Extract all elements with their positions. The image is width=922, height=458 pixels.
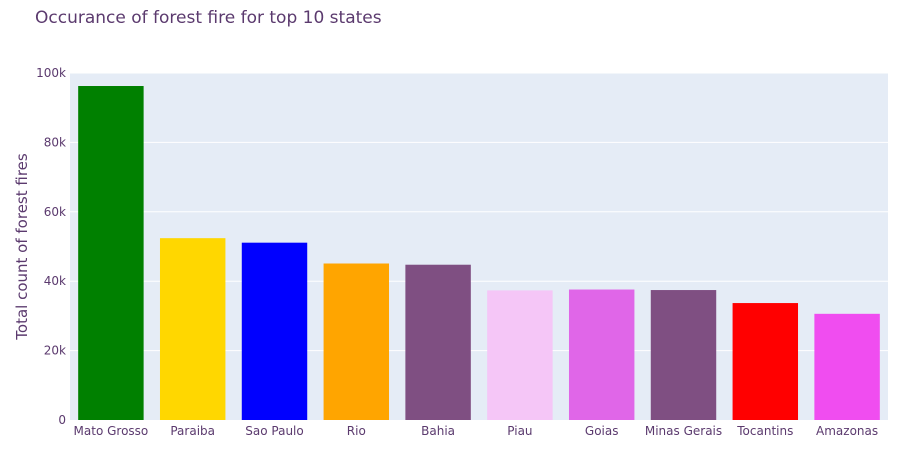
bar <box>241 242 308 420</box>
x-tick-label: Rio <box>347 424 366 438</box>
y-axis-title: Total count of forest fires <box>13 153 31 341</box>
x-tick-label: Goias <box>585 424 619 438</box>
x-tick-label: Bahia <box>421 424 455 438</box>
y-tick-label: 80k <box>44 135 66 149</box>
bar <box>814 313 880 420</box>
x-tick-label: Paraiba <box>170 424 215 438</box>
bar <box>650 290 717 420</box>
bar <box>405 264 471 420</box>
x-tick-label: Amazonas <box>816 424 878 438</box>
y-tick-label: 0 <box>58 413 66 427</box>
chart-title: Occurance of forest fire for top 10 stat… <box>35 8 382 28</box>
x-tick-label: Minas Gerais <box>645 424 722 438</box>
bar <box>78 86 144 420</box>
x-tick-label: Piau <box>507 424 532 438</box>
y-tick-label: 60k <box>44 205 66 219</box>
y-tick-label: 20k <box>44 344 66 358</box>
x-tick-label: Mato Grosso <box>74 424 149 438</box>
x-tick-label: Sao Paulo <box>245 424 303 438</box>
bar <box>487 290 553 420</box>
bar <box>159 238 226 420</box>
y-tick-label: 40k <box>44 274 66 288</box>
bar <box>732 303 799 420</box>
y-tick-label: 100k <box>36 66 66 80</box>
x-tick-label: Tocantins <box>736 424 793 438</box>
bar <box>323 263 390 420</box>
bar <box>568 289 635 420</box>
